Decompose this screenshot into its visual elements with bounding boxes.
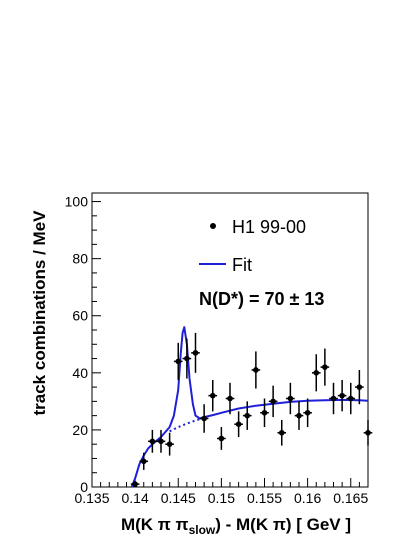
data-point-marker bbox=[356, 384, 363, 390]
yield-annotation: N(D*) = 70 ± 13 bbox=[199, 289, 324, 309]
data-point bbox=[337, 379, 347, 412]
data-point-marker bbox=[330, 395, 337, 402]
data-point-marker bbox=[149, 438, 156, 445]
x-axis-title: M(K π πslow) - M(K π) [ GeV ] bbox=[121, 515, 351, 537]
y-axis: 0 20 40 60 80 100 bbox=[65, 194, 101, 495]
data-point bbox=[329, 382, 338, 415]
data-point-marker bbox=[313, 370, 320, 376]
data-point bbox=[286, 382, 295, 415]
x-tick-label: 0.145 bbox=[161, 490, 196, 506]
data-point-marker bbox=[304, 409, 311, 416]
data-point bbox=[260, 398, 269, 428]
data-point-marker bbox=[192, 350, 199, 356]
x-axis-title-mid: π bbox=[171, 515, 189, 534]
data-point-marker bbox=[287, 395, 294, 402]
y-tick-label: 60 bbox=[72, 308, 88, 324]
data-point bbox=[242, 401, 252, 430]
data-point-marker bbox=[347, 395, 354, 402]
data-point-marker bbox=[235, 421, 242, 428]
fit-background-dotted bbox=[169, 416, 205, 433]
data-point bbox=[320, 348, 330, 386]
data-point bbox=[130, 481, 140, 487]
data-layer bbox=[130, 326, 373, 488]
data-point bbox=[199, 404, 209, 433]
data-point bbox=[191, 332, 200, 373]
data-point-marker bbox=[132, 481, 138, 487]
data-point-marker bbox=[278, 429, 285, 436]
data-point bbox=[156, 429, 166, 453]
x-axis-title-pi: π bbox=[158, 515, 171, 534]
data-point-marker bbox=[166, 441, 173, 447]
data-point bbox=[268, 385, 278, 418]
data-point bbox=[277, 419, 287, 446]
legend-label-data: H1 99-00 bbox=[232, 217, 306, 237]
y-tick-label: 80 bbox=[72, 251, 88, 267]
x-axis-title-sub: slow bbox=[189, 523, 216, 537]
data-point-marker bbox=[158, 438, 164, 445]
data-point bbox=[311, 354, 321, 392]
data-point-marker bbox=[322, 364, 328, 370]
fit-curve bbox=[130, 326, 369, 488]
data-point bbox=[217, 427, 226, 450]
data-point-marker bbox=[270, 398, 276, 405]
data-point-marker bbox=[253, 367, 259, 373]
data-point-marker bbox=[296, 412, 302, 419]
data-point-marker bbox=[175, 358, 182, 365]
data-point bbox=[173, 342, 183, 380]
data-point bbox=[225, 382, 235, 415]
y-tick-label: 20 bbox=[72, 422, 88, 438]
y-axis-title: track combinations / MeV bbox=[30, 210, 49, 416]
data-point-marker bbox=[209, 392, 216, 399]
data-point bbox=[208, 379, 218, 412]
data-point-marker bbox=[218, 435, 225, 442]
y-tick-label: 40 bbox=[72, 365, 88, 381]
plot-frame bbox=[91, 192, 369, 488]
x-tick-label: 0.155 bbox=[247, 490, 282, 506]
x-tick-label: 0.16 bbox=[294, 490, 321, 506]
y-tick-label: 0 bbox=[80, 479, 88, 495]
y-tick-label: 100 bbox=[65, 194, 89, 210]
data-point-marker bbox=[365, 429, 371, 436]
data-point bbox=[294, 401, 304, 430]
plot-area bbox=[91, 192, 369, 488]
x-axis: 0.135 0.14 0.145 0.15 0.155 0.16 0.165 bbox=[74, 478, 369, 506]
x-tick-label: 0.15 bbox=[208, 490, 235, 506]
legend: H1 99-00 Fit bbox=[199, 217, 306, 275]
data-point bbox=[355, 369, 364, 405]
data-point bbox=[182, 338, 192, 379]
x-axis-title-pre: M(K bbox=[121, 515, 158, 534]
data-point-marker bbox=[339, 392, 345, 399]
x-tick-label: 0.135 bbox=[74, 490, 109, 506]
data-point bbox=[139, 452, 149, 470]
x-axis-title-post: ) - M(K π) [ GeV ] bbox=[215, 515, 351, 534]
data-point bbox=[251, 351, 261, 389]
data-point bbox=[346, 382, 356, 415]
data-point-marker bbox=[227, 395, 233, 402]
data-point bbox=[363, 419, 373, 446]
x-tick-label: 0.14 bbox=[122, 490, 149, 506]
data-point-marker bbox=[261, 409, 268, 416]
data-point bbox=[148, 429, 157, 453]
data-point bbox=[234, 411, 243, 438]
x-tick-label: 0.165 bbox=[333, 490, 368, 506]
data-point-marker bbox=[140, 458, 147, 465]
legend-point-marker bbox=[210, 223, 216, 229]
data-point-marker bbox=[244, 412, 251, 419]
data-point bbox=[303, 398, 312, 428]
data-point-marker bbox=[184, 355, 190, 362]
data-point-marker bbox=[201, 415, 207, 422]
data-point bbox=[165, 432, 174, 456]
legend-label-fit: Fit bbox=[232, 255, 252, 275]
